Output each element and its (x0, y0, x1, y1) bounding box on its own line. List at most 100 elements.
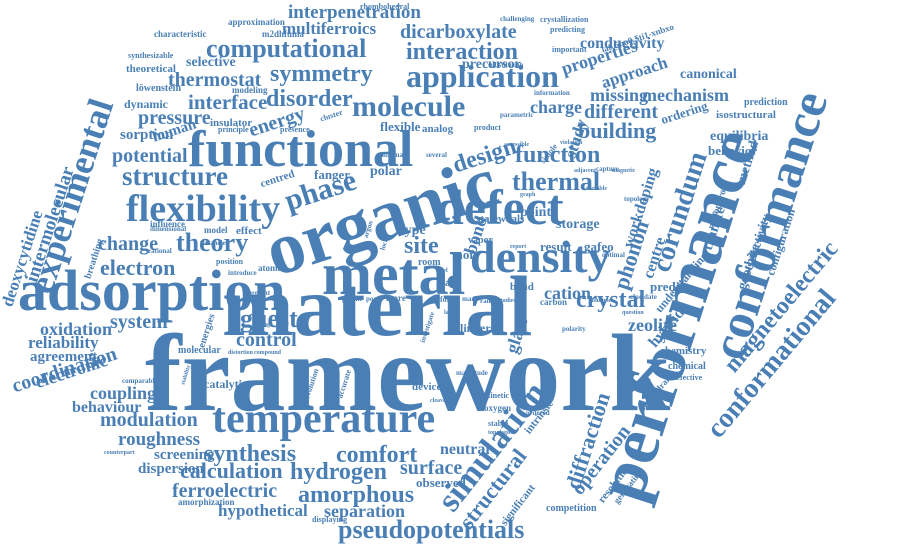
word-oxidation: oxidation (40, 319, 113, 339)
word-adjacent: adjacent (574, 168, 596, 174)
word-minimal: minimal (380, 151, 405, 159)
word-several: several (426, 151, 447, 159)
word-challenging: challenging (500, 15, 535, 23)
word-thermal: thermal (512, 167, 601, 196)
word-observed: observed (416, 475, 466, 490)
word-disorder: disorder (266, 86, 353, 112)
word-synthesizable: synthesizable (128, 51, 174, 60)
word-pseudopotentials: pseudopotentials (338, 515, 525, 544)
word-device: device (412, 381, 442, 393)
word-screening: screening (154, 447, 215, 463)
word-linker: linker (460, 321, 491, 335)
word-interaction: interaction (406, 39, 518, 65)
word-room: room (418, 257, 441, 268)
word-many: many (462, 295, 479, 303)
word-substitution: substitution (488, 61, 524, 69)
word-topology: topology (624, 195, 650, 203)
word-change: change (98, 233, 158, 255)
word-parametric: parametric (500, 111, 534, 119)
word-fanger: fanger (314, 167, 351, 182)
word-catalytic: catalytic (204, 377, 248, 391)
word-position: position (216, 257, 244, 266)
word-vacancies: vacancies (200, 239, 229, 247)
word-neutral: neutral (440, 441, 490, 458)
word-type: type (400, 223, 426, 238)
word-behaviour: behaviour (72, 399, 142, 416)
word-different: different (584, 101, 659, 123)
word-hypothetical: hypothetical (218, 501, 308, 520)
word-ferroelectric: ferroelectric (172, 480, 278, 502)
word-mechanism: mechanism (642, 85, 729, 105)
word-temperature: temperature (212, 396, 436, 442)
word-comfort: comfort (336, 442, 418, 468)
word-state: state (476, 213, 498, 225)
word-roughness: roughness (118, 429, 201, 450)
word-surface: surface (400, 457, 463, 479)
word-site: site (404, 233, 439, 259)
word-compound: compound (254, 350, 282, 356)
word-zeolite: zeolite (628, 315, 677, 335)
word-rhombohedral: rhombohedral (360, 2, 410, 11)
word-studies: studies (498, 298, 516, 304)
word-pressure: pressure (138, 107, 211, 129)
word-modulation: modulation (100, 409, 198, 431)
word-comparable: comparable (122, 377, 158, 385)
word-theoretical: theoretical (126, 63, 176, 75)
word-case: case (440, 277, 460, 289)
word-reliability: reliability (28, 333, 99, 352)
word-effect: effect (236, 225, 262, 237)
word-point: point (520, 205, 552, 220)
word-missing: missing (590, 85, 649, 105)
word-separation: separation (324, 501, 405, 521)
word-potential: potential (112, 145, 188, 167)
word-large: large (444, 310, 457, 316)
word-chemistry: chemistry (660, 345, 707, 357)
word-agreement: agreement (30, 349, 98, 365)
word-interpenetration: interpenetration (288, 2, 421, 23)
word-conductivity: conductivity (580, 35, 665, 52)
word-interface: interface (188, 90, 268, 114)
word-waals: waals (498, 213, 525, 225)
word-crystallization: crystallization (540, 15, 589, 24)
word-functional: functional (188, 121, 414, 178)
word-cutting: cutting (252, 322, 270, 328)
word-multiple: multiple (590, 298, 612, 304)
word-guest: guest (240, 304, 298, 333)
word-synthesis: synthesis (204, 441, 297, 467)
word-approximation: approximation (228, 17, 285, 27)
word-density: density (470, 231, 611, 282)
word-characteristic: characteristic (154, 29, 207, 39)
word-storage: storage (556, 217, 600, 232)
word-metal: metal (322, 241, 466, 307)
word-structure: structure (122, 161, 228, 191)
word-optimal: optimal (602, 251, 625, 259)
word-result: result (540, 239, 572, 254)
word-molecule: molecule (352, 90, 466, 123)
word-variable: variable (586, 186, 607, 192)
word-symmetry: symmetry (270, 61, 373, 87)
word-control: control (236, 329, 297, 351)
word-magnetic: magnetic (612, 168, 636, 174)
word-application: application (406, 58, 559, 94)
word-counterpart: counterpart (104, 450, 135, 456)
word-system: system (110, 311, 168, 333)
word-defective: defective (672, 373, 703, 382)
word-band: band (510, 281, 534, 293)
word-function: function (515, 142, 601, 168)
word-competition: competition (546, 503, 597, 514)
word-computational: computational (206, 34, 367, 63)
word-analog: analog (422, 123, 454, 135)
word-multiferroics: multiferroics (282, 19, 377, 38)
word-behavior: behavior (708, 143, 758, 158)
word-selective: selective (186, 55, 236, 70)
word-vapor: vapor (468, 235, 493, 246)
word-graph: graph (520, 192, 536, 198)
word-dimensional: dimensional (150, 225, 187, 233)
word-level: level (436, 268, 448, 274)
word-calculation: calculation (180, 458, 283, 483)
word-framework: framework (145, 312, 671, 434)
word-prediction: prediction (744, 97, 788, 108)
word-principle: principle (218, 125, 249, 134)
word-predicting: predicting (550, 25, 585, 34)
word-question: question (622, 310, 644, 316)
